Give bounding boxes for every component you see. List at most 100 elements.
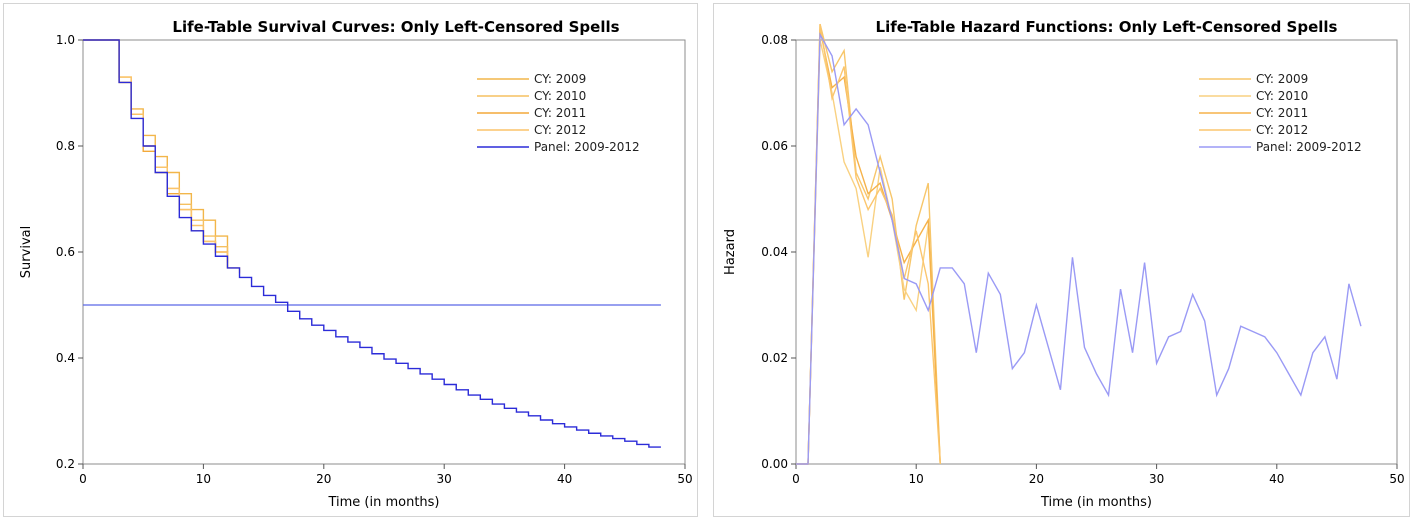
chart-1-data-point (952, 267, 953, 268)
chart-1-data-point (880, 183, 881, 184)
chart-1-series-line-cy-2012 (796, 23, 941, 465)
chart-0-data-point (82, 39, 83, 40)
chart-0-data-point (167, 196, 168, 197)
chart-0-data-point (239, 277, 240, 278)
chart-0-data-point (516, 411, 517, 412)
chart-1-x-tick-label: 20 (1029, 472, 1044, 486)
chart-1-data-point (843, 124, 844, 125)
chart-0-data-point (179, 217, 180, 218)
chart-0-data-point (648, 446, 649, 447)
chart-0-data-point (287, 311, 288, 312)
chart-1-data-point (988, 273, 989, 274)
chart-1-series-cy-2012 (796, 23, 941, 465)
chart-1-data-point (795, 463, 796, 464)
chart-1-data-point (1252, 331, 1253, 332)
chart-0-data-point (155, 172, 156, 173)
chart-1-data-point (928, 283, 929, 284)
chart-0-data-point (371, 353, 372, 354)
chart-1-data-point (1132, 352, 1133, 353)
chart-1-data-point (892, 198, 893, 199)
chart-0-x-tick-label: 20 (316, 472, 331, 486)
chart-1-data-point (904, 289, 905, 290)
chart-0-data-point (552, 423, 553, 424)
chart-1-data-point (916, 283, 917, 284)
chart-1-data-point (1204, 320, 1205, 321)
chart-1-series-line-panel-2009-2012 (796, 32, 1362, 465)
chart-1-data-point (1012, 368, 1013, 369)
chart-0-data-point (119, 82, 120, 83)
chart-0-data-point (131, 118, 132, 119)
chart-1-data-point (1060, 389, 1061, 390)
chart-1-data-point (807, 463, 808, 464)
chart-0-x-tick-label: 30 (437, 472, 452, 486)
chart-1-data-point (928, 220, 929, 221)
chart-0-x-tick-label: 50 (677, 472, 692, 486)
chart-1-data-point (1168, 336, 1169, 337)
chart-1-data-point (1156, 363, 1157, 364)
chart-1-data-point (1216, 395, 1217, 396)
chart-1-data-point (928, 310, 929, 311)
chart-0-data-point (251, 286, 252, 287)
chart-0-data-point (540, 419, 541, 420)
chart-0-legend-label: CY: 2011 (534, 106, 586, 120)
chart-1-data-point (1072, 257, 1073, 258)
chart-1-x-tick-label: 10 (909, 472, 924, 486)
chart-1-data-point (892, 220, 893, 221)
chart-1-x-tick-label: 0 (792, 472, 800, 486)
chart-0-legend-label: Panel: 2009-2012 (534, 140, 640, 154)
chart-1-data-point (831, 98, 832, 99)
chart-1-data-point (843, 50, 844, 51)
chart-1-data-point (843, 161, 844, 162)
chart-1-data-point (831, 71, 832, 72)
chart-1-data-point (1048, 347, 1049, 348)
chart-1-data-point (880, 167, 881, 168)
chart-1-data-point (1324, 336, 1325, 337)
chart-0-y-tick-label: 0.8 (56, 139, 75, 153)
chart-0-plot-frame (82, 39, 686, 465)
chart-0-y-tick-label: 0.2 (56, 457, 75, 471)
chart-1-data-point (856, 177, 857, 178)
chart-1-data-point (916, 225, 917, 226)
chart-1-legend-label: CY: 2010 (1256, 89, 1308, 103)
chart-0-data-point (432, 379, 433, 380)
chart-0-data-point (528, 415, 529, 416)
chart-1-x-tick-label: 50 (1389, 472, 1404, 486)
chart-0-data-point (191, 230, 192, 231)
chart-0-data-point (456, 389, 457, 390)
chart-1-legend-label: CY: 2011 (1256, 106, 1308, 120)
chart-0-y-axis-label: Survival (19, 226, 34, 278)
chart-1-data-point (1096, 373, 1097, 374)
chart-0-data-point (263, 295, 264, 296)
chart-1-data-point (916, 230, 917, 231)
chart-1-data-point (1336, 379, 1337, 380)
chart-0-data-point (636, 444, 637, 445)
chart-0-data-point (444, 384, 445, 385)
chart-0-data-point (480, 399, 481, 400)
chart-1-data-point (1276, 352, 1277, 353)
chart-0-data-point (600, 435, 601, 436)
chart-1-y-tick-label: 0.08 (761, 33, 788, 47)
chart-1-data-point (904, 278, 905, 279)
chart-1-data-point (856, 156, 857, 157)
chart-1-data-point (904, 299, 905, 300)
chart-0-y-tick-label: 0.4 (56, 351, 75, 365)
chart-0-x-axis-label: Time (in months) (327, 495, 439, 510)
chart-0-data-point (143, 151, 144, 152)
chart-1-data-point (1228, 368, 1229, 369)
chart-1-data-point (868, 198, 869, 199)
chart-0-data-point (468, 395, 469, 396)
chart-1-data-point (916, 241, 917, 242)
chart-1-data-point (1264, 336, 1265, 337)
chart-0-data-point (335, 336, 336, 337)
chart-0-data-point (143, 145, 144, 146)
chart-1-y-tick-label: 0.04 (761, 245, 788, 259)
chart-0-data-point (215, 256, 216, 257)
chart-1-data-point (976, 352, 977, 353)
chart-1-x-tick-label: 40 (1269, 472, 1284, 486)
chart-1-y-tick-label: 0.06 (761, 139, 788, 153)
chart-0-series-line-panel-2009-2012 (83, 39, 661, 448)
chart-0-data-point (492, 404, 493, 405)
chart-1-data-point (1108, 395, 1109, 396)
chart-1-data-point (868, 193, 869, 194)
survival-chart-panel: Life-Table Survival Curves: Only Left-Ce… (3, 3, 698, 517)
